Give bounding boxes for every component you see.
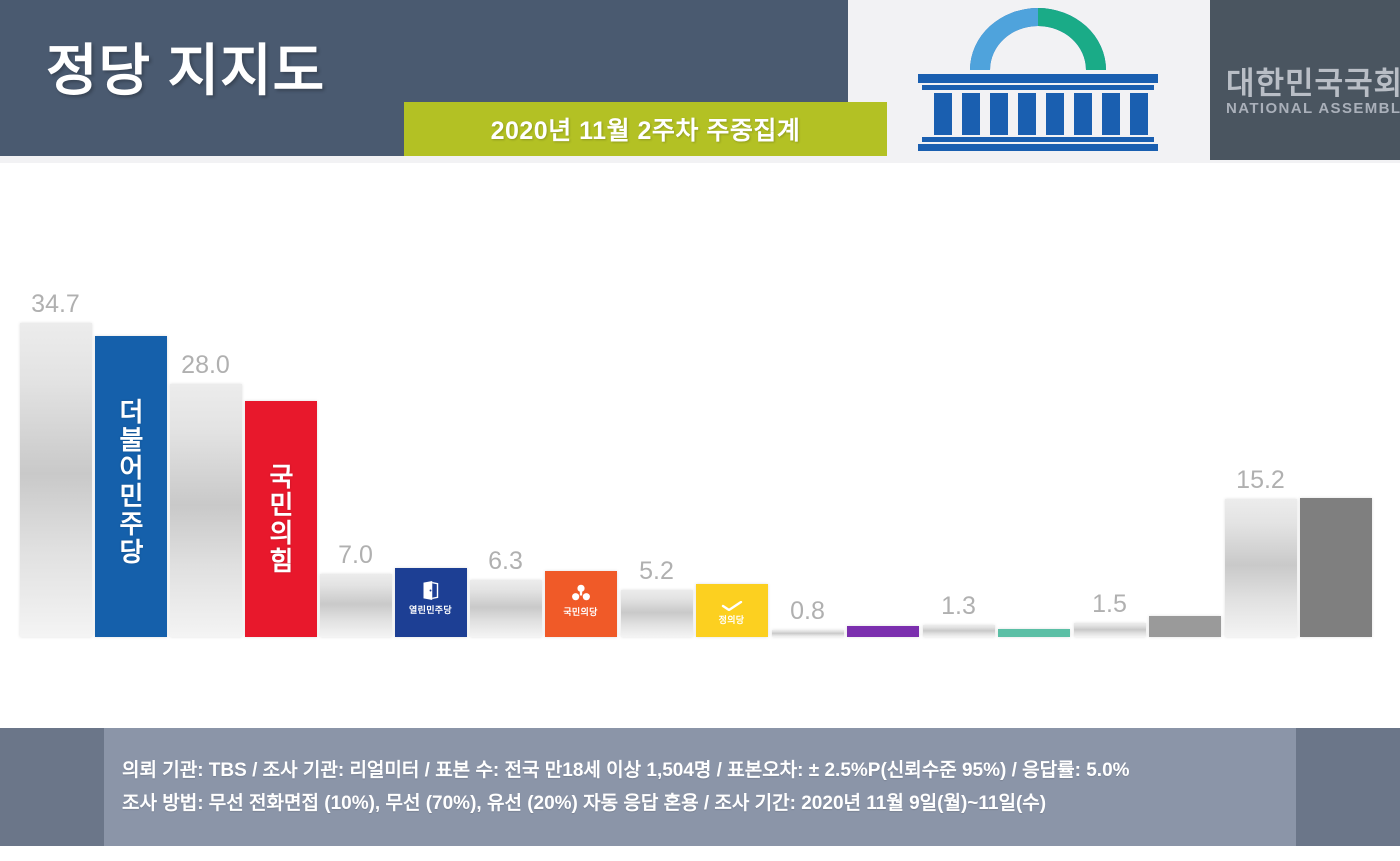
bar-value-previous-week: 1.5 bbox=[1092, 590, 1127, 619]
bar-value-previous-week: 28.0 bbox=[181, 350, 230, 379]
bar-party-name: 열린민주당 bbox=[409, 605, 452, 616]
trefoil-icon: 국민의당 bbox=[554, 579, 608, 623]
survey-period-badge: 2020년 11월 2주차 주중집계 bbox=[404, 102, 887, 156]
bar-current-week: 1.2 bbox=[846, 626, 919, 637]
survey-period-label: 2020년 11월 2주차 주중집계 bbox=[490, 117, 801, 145]
bar-current-week: 33.3더불어민주당 bbox=[94, 335, 167, 637]
chart-area: 34.7 33.3더불어민주당 28.0 26.1국민의힘 7.0 7.6열린민주당 6.3… bbox=[0, 163, 1400, 843]
assembly-name-en: NATIONAL ASSEMBLY bbox=[1226, 100, 1400, 117]
bar-previous-week: 5.2 bbox=[620, 558, 693, 637]
bar-party-name: 더불어민주당 bbox=[115, 397, 145, 566]
bar-party-name: 정의당 bbox=[718, 615, 745, 626]
bar-current-week: 26.1국민의힘 bbox=[244, 400, 317, 637]
national-assembly-icon bbox=[900, 4, 1175, 152]
bar-party-name: 국민의힘 bbox=[265, 462, 295, 575]
bar-value-previous-week: 15.2 bbox=[1236, 466, 1285, 495]
bar-group: 28.0 26.1국민의힘 bbox=[168, 157, 318, 637]
bar-previous-week: 1.5 bbox=[1073, 592, 1146, 637]
bar-previous-week: 15.2 bbox=[1224, 468, 1297, 637]
bar-previous-week: 7.0 bbox=[319, 542, 392, 637]
bar-value-previous-week: 6.3 bbox=[488, 547, 523, 575]
bar-plot: 34.7 33.3더불어민주당 28.0 26.1국민의힘 7.0 7.6열린민주당 6.3… bbox=[0, 163, 1400, 643]
methodology-panel: 의뢰 기관: TBS / 조사 기관: 리얼미터 / 표본 수: 전국 만18세… bbox=[104, 728, 1296, 846]
page-title: 정당 지지도 bbox=[46, 39, 326, 102]
bar-group: 5.2 5.9정의당 bbox=[619, 157, 769, 637]
bar-current-week: 15.4 bbox=[1299, 497, 1372, 637]
bar-value-previous-week: 5.2 bbox=[639, 556, 674, 585]
bar-party-name: 국민의당 bbox=[563, 607, 598, 618]
bar-group: 0.8 1.2 bbox=[770, 157, 920, 637]
bar-value-previous-week: 7.0 bbox=[338, 540, 373, 569]
bar-current-week: 0.9 bbox=[997, 628, 1070, 637]
bar-current-week: 7.6열린민주당 bbox=[394, 568, 467, 637]
bar-current-week: 2.3 bbox=[1148, 616, 1221, 637]
bar-previous-week: 34.7 bbox=[19, 291, 92, 637]
bar-group: 34.7 33.3더불어민주당 bbox=[18, 157, 168, 637]
methodology-line-2: 조사 방법: 무선 전화면접 (10%), 무선 (70%), 유선 (20%)… bbox=[122, 793, 1047, 815]
bar-current-week: 5.9정의당 bbox=[695, 583, 768, 637]
bar-group: 1.3 0.9 bbox=[921, 157, 1071, 637]
methodology-line-1: 의뢰 기관: TBS / 조사 기관: 리얼미터 / 표본 수: 전국 만18세… bbox=[122, 760, 1130, 781]
bar-group: 1.5 2.3 bbox=[1072, 157, 1222, 637]
bar-group: 15.2 15.4 bbox=[1223, 157, 1373, 637]
bar-value-previous-week: 0.8 bbox=[790, 596, 825, 625]
page-header: 정당 지지도 2020년 11월 2주차 주중집계 대한민국 bbox=[0, 0, 1400, 163]
bar-previous-week: 6.3 bbox=[469, 549, 542, 637]
bar-previous-week: 0.8 bbox=[771, 598, 844, 637]
assembly-name-ko: 대한민국국회 bbox=[1226, 66, 1400, 101]
bar-value-previous-week: 34.7 bbox=[31, 289, 80, 318]
bar-group: 7.0 7.6열린민주당 bbox=[318, 157, 468, 637]
check-icon: 정의당 bbox=[705, 592, 759, 636]
bar-previous-week: 28.0 bbox=[169, 352, 242, 637]
methodology-footer: 의뢰 기관: TBS / 조사 기관: 리얼미터 / 표본 수: 전국 만18세… bbox=[0, 728, 1400, 846]
open-door-icon: 열린민주당 bbox=[404, 576, 458, 620]
assembly-nameplate: 대한민국국회 NATIONAL ASSEMBLY bbox=[1210, 0, 1400, 160]
bar-value-previous-week: 1.3 bbox=[941, 592, 976, 621]
bar-previous-week: 1.3 bbox=[922, 594, 995, 637]
